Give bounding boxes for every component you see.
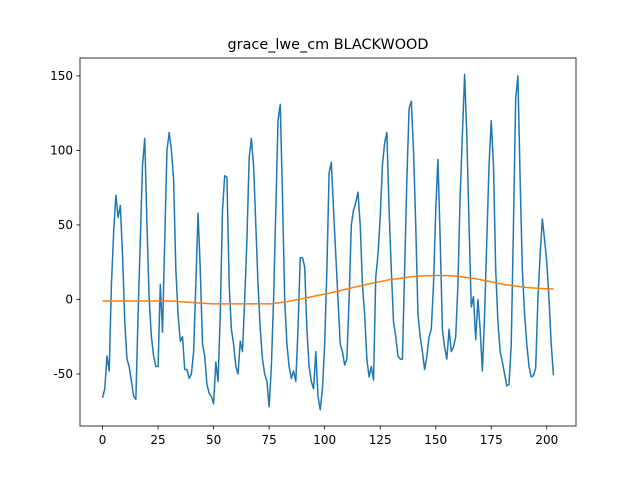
data-line bbox=[102, 274, 554, 305]
y-tick-label: 150 bbox=[50, 69, 73, 83]
chart-title: grace_lwe_cm BLACKWOOD bbox=[228, 37, 429, 53]
x-tick-label: 25 bbox=[150, 433, 165, 447]
y-tick-label: 0 bbox=[65, 292, 73, 306]
x-tick-label: 50 bbox=[206, 433, 221, 447]
x-tick-label: 0 bbox=[99, 433, 107, 447]
x-tick-label: 175 bbox=[480, 433, 503, 447]
y-tick-label: 100 bbox=[50, 143, 73, 157]
x-tick-label: 75 bbox=[261, 433, 276, 447]
y-tick-label: 50 bbox=[58, 218, 73, 232]
plot-frame bbox=[79, 57, 577, 427]
data-line bbox=[101, 73, 555, 411]
x-tick-label: 125 bbox=[369, 433, 392, 447]
y-tick-label: -50 bbox=[53, 367, 73, 381]
x-tick-label: 100 bbox=[313, 433, 336, 447]
x-tick-label: 200 bbox=[535, 433, 558, 447]
x-tick-label: 150 bbox=[424, 433, 447, 447]
